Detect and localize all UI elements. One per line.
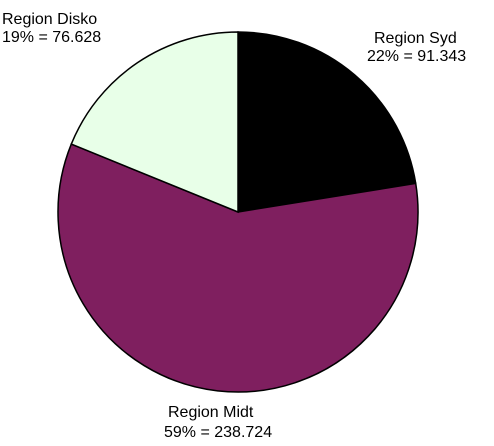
slice-label: Region Syd [374,30,457,47]
pie-slice [237,31,417,213]
slice-value-label: 59% = 238.724 [164,424,272,441]
slice-label: Region Disko [2,11,97,28]
pie-slice [57,143,419,393]
pie-slice [70,31,239,214]
slice-value-label: 19% = 76.628 [2,29,101,46]
slice-value-label: 22% = 91.343 [367,48,466,65]
slice-label: Region Midt [168,404,254,421]
pie [57,31,419,393]
